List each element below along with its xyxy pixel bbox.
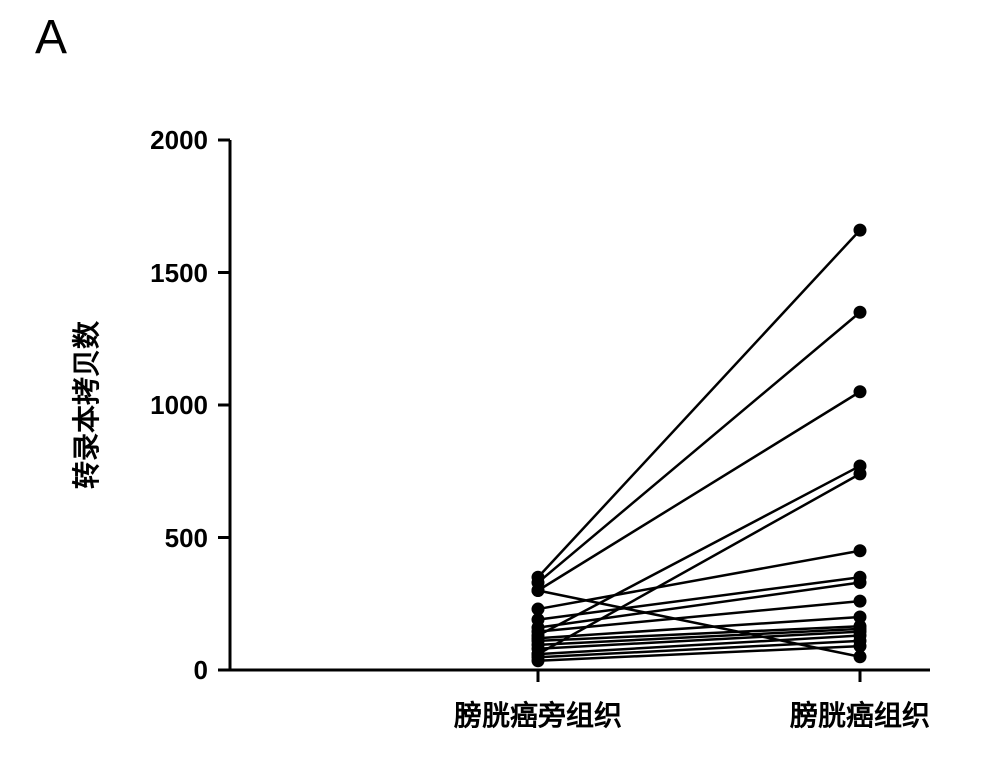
y-tick-label: 500 [123, 523, 208, 554]
data-point [854, 306, 866, 318]
y-tick-label: 0 [123, 655, 208, 686]
figure-page: A 0500100015002000膀胱癌旁组织膀胱癌组织转录本拷贝数 [0, 0, 1000, 780]
data-point [854, 468, 866, 480]
x-category-label: 膀胱癌旁组织 [418, 694, 658, 734]
axis-lines [230, 140, 930, 670]
data-point [532, 655, 544, 667]
data-point [532, 585, 544, 597]
data-point [854, 595, 866, 607]
x-category-label: 膀胱癌组织 [740, 694, 980, 734]
data-point [854, 386, 866, 398]
data-point [854, 577, 866, 589]
y-tick-label: 1000 [123, 390, 208, 421]
pair-line [538, 230, 860, 577]
data-point [854, 545, 866, 557]
pair-line [538, 312, 860, 582]
pair-line [538, 577, 860, 619]
data-point [854, 640, 866, 652]
y-tick-label: 1500 [123, 258, 208, 289]
y-axis-title: 转录本拷贝数 [65, 321, 105, 489]
chart-container: 0 500 1000 1500 2000 膀胱癌旁组织 膀胱癌组织 转录本拷贝数 [0, 0, 1000, 780]
data-point [854, 224, 866, 236]
y-tick-label: 2000 [123, 125, 208, 156]
